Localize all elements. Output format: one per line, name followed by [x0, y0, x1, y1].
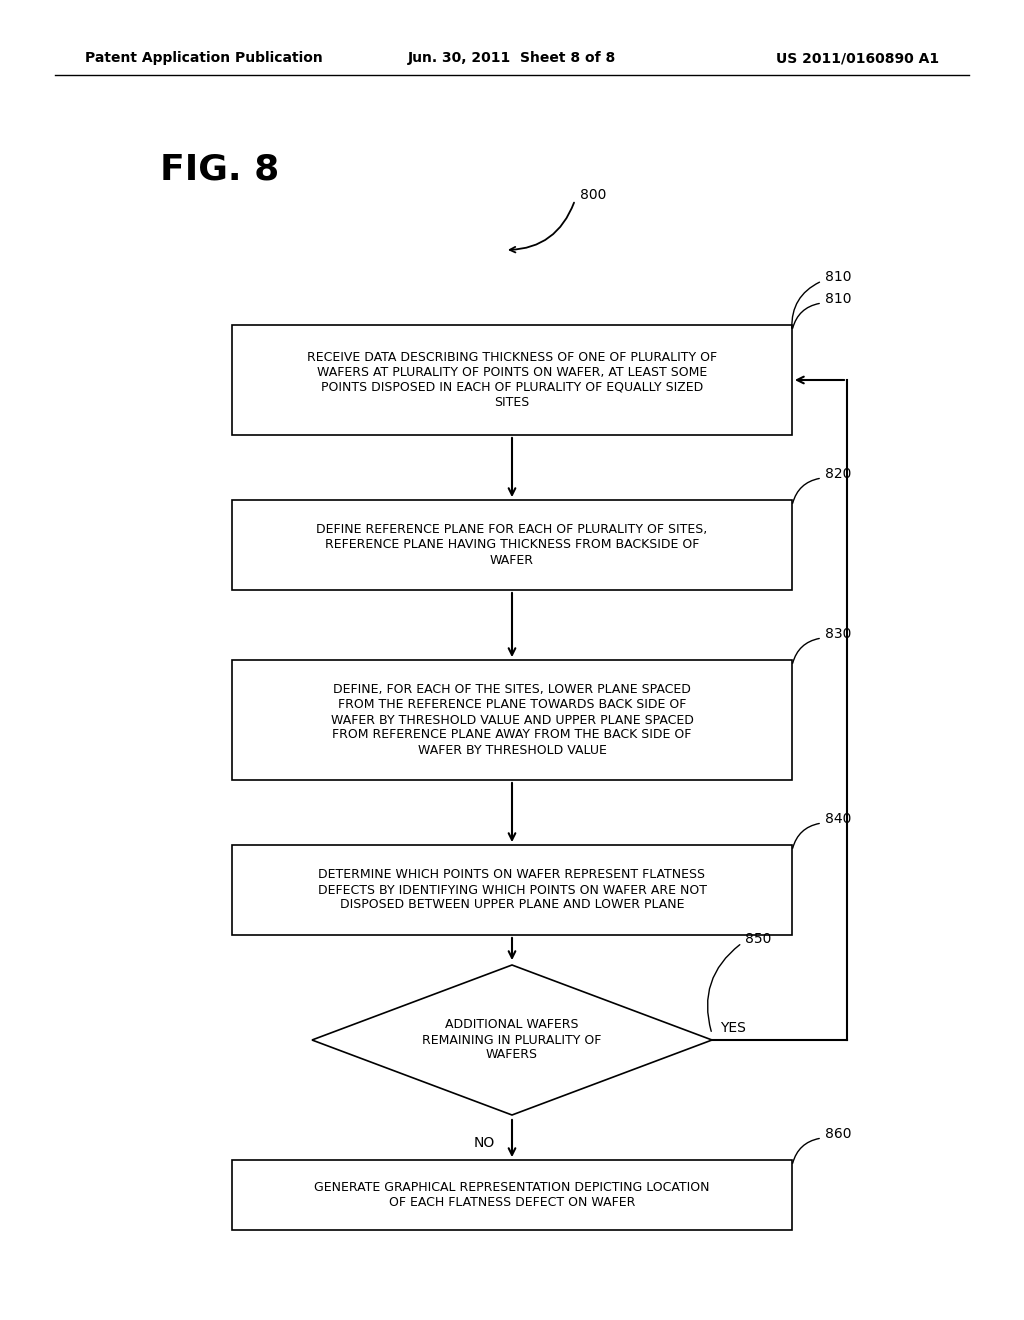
Text: 840: 840	[825, 812, 851, 826]
Bar	[232, 660, 792, 780]
Text: FIG. 8: FIG. 8	[160, 153, 280, 187]
Bar	[232, 500, 792, 590]
Text: DEFINE, FOR EACH OF THE SITES, LOWER PLANE SPACED
FROM THE REFERENCE PLANE TOWAR: DEFINE, FOR EACH OF THE SITES, LOWER PLA…	[331, 684, 693, 756]
Text: ADDITIONAL WAFERS
REMAINING IN PLURALITY OF
WAFERS: ADDITIONAL WAFERS REMAINING IN PLURALITY…	[422, 1019, 602, 1061]
Text: 850: 850	[745, 932, 771, 946]
Text: 810: 810	[825, 271, 852, 284]
Text: 810: 810	[825, 292, 852, 306]
Text: 830: 830	[825, 627, 851, 642]
Text: DETERMINE WHICH POINTS ON WAFER REPRESENT FLATNESS
DEFECTS BY IDENTIFYING WHICH : DETERMINE WHICH POINTS ON WAFER REPRESEN…	[317, 869, 707, 912]
Text: US 2011/0160890 A1: US 2011/0160890 A1	[776, 51, 939, 65]
Bar	[232, 1160, 792, 1230]
Text: Jun. 30, 2011  Sheet 8 of 8: Jun. 30, 2011 Sheet 8 of 8	[408, 51, 616, 65]
Text: NO: NO	[473, 1137, 495, 1150]
Text: 820: 820	[825, 467, 851, 480]
Text: 800: 800	[580, 187, 606, 202]
Polygon shape	[312, 965, 712, 1115]
Text: RECEIVE DATA DESCRIBING THICKNESS OF ONE OF PLURALITY OF
WAFERS AT PLURALITY OF : RECEIVE DATA DESCRIBING THICKNESS OF ONE…	[307, 351, 717, 409]
Text: Patent Application Publication: Patent Application Publication	[85, 51, 323, 65]
Text: GENERATE GRAPHICAL REPRESENTATION DEPICTING LOCATION
OF EACH FLATNESS DEFECT ON : GENERATE GRAPHICAL REPRESENTATION DEPICT…	[314, 1181, 710, 1209]
Text: YES: YES	[720, 1020, 745, 1035]
Bar	[232, 845, 792, 935]
Bar	[232, 325, 792, 436]
Text: DEFINE REFERENCE PLANE FOR EACH OF PLURALITY OF SITES,
REFERENCE PLANE HAVING TH: DEFINE REFERENCE PLANE FOR EACH OF PLURA…	[316, 524, 708, 566]
Text: 860: 860	[825, 1127, 852, 1140]
